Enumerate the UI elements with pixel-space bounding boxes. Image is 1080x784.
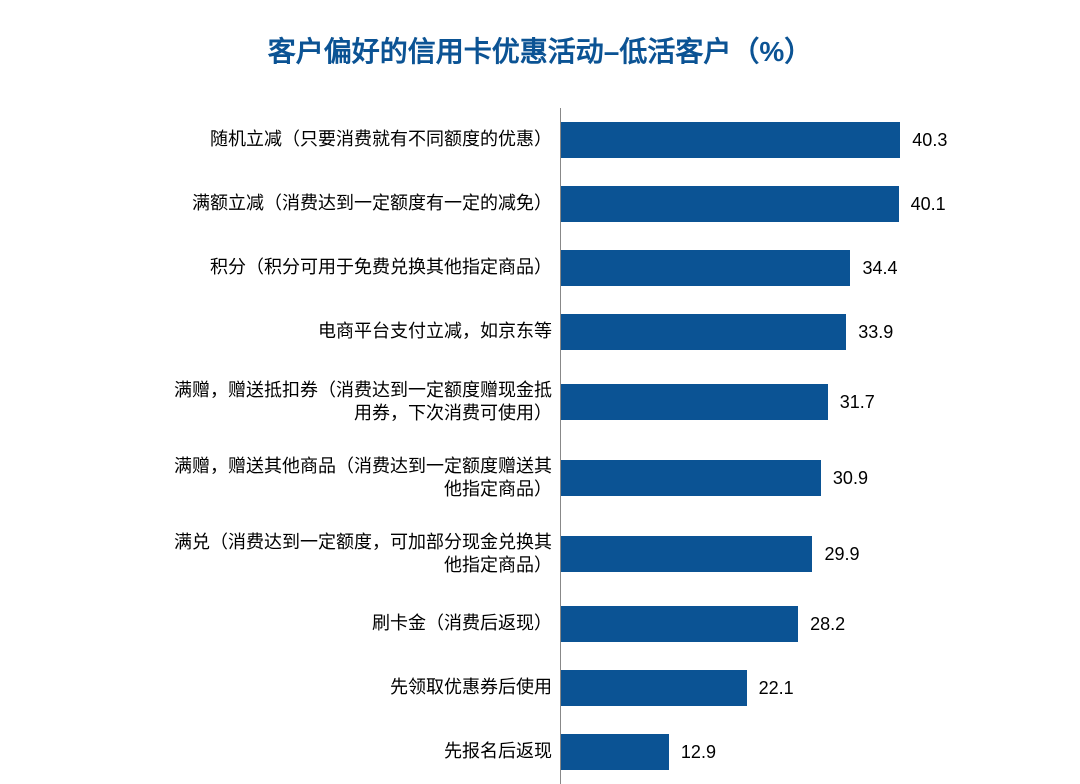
chart-row: 先报名后返现 12.9 — [160, 732, 980, 772]
chart-row: 电商平台支付立减，如京东等 33.9 — [160, 312, 980, 352]
bar-value: 34.4 — [862, 258, 897, 279]
row-label: 满赠，赠送抵扣券（消费达到一定额度赠现金抵用券，下次消费可使用） — [160, 379, 560, 426]
bar-value: 40.3 — [912, 130, 947, 151]
row-label: 随机立减（只要消费就有不同额度的优惠） — [160, 128, 560, 151]
bar-area: 33.9 — [560, 312, 980, 352]
y-axis-segment — [560, 720, 561, 784]
bar — [560, 670, 747, 706]
bar-area: 34.4 — [560, 248, 980, 288]
bar — [560, 606, 798, 642]
bar-value: 22.1 — [759, 678, 794, 699]
y-axis-segment — [560, 172, 561, 236]
bar-area: 28.2 — [560, 604, 980, 644]
chart-title: 客户偏好的信用卡优惠活动–低活客户（%） — [40, 30, 1040, 70]
bar-value: 12.9 — [681, 742, 716, 763]
y-axis-segment — [560, 364, 561, 440]
bar-area: 31.7 — [560, 376, 980, 428]
bar-value: 40.1 — [911, 194, 946, 215]
bar-area: 22.1 — [560, 668, 980, 708]
row-label: 满额立减（消费达到一定额度有一定的减免） — [160, 192, 560, 215]
bar — [560, 536, 812, 572]
chart-container: 客户偏好的信用卡优惠活动–低活客户（%） 随机立减（只要消费就有不同额度的优惠）… — [0, 0, 1080, 773]
y-axis-segment — [560, 516, 561, 592]
bar — [560, 122, 900, 158]
bar — [560, 314, 846, 350]
y-axis-segment — [560, 108, 561, 172]
bar — [560, 250, 850, 286]
chart-row: 随机立减（只要消费就有不同额度的优惠） 40.3 — [160, 120, 980, 160]
chart-row: 满赠，赠送其他商品（消费达到一定额度赠送其他指定商品） 30.9 — [160, 452, 980, 504]
y-axis-segment — [560, 592, 561, 656]
row-label: 电商平台支付立减，如京东等 — [160, 320, 560, 343]
y-axis-segment — [560, 440, 561, 516]
bar-area: 12.9 — [560, 732, 980, 772]
y-axis-segment — [560, 300, 561, 364]
y-axis-segment — [560, 656, 561, 720]
chart-row: 满额立减（消费达到一定额度有一定的减免） 40.1 — [160, 184, 980, 224]
chart-row: 刷卡金（消费后返现） 28.2 — [160, 604, 980, 644]
chart-row: 积分（积分可用于免费兑换其他指定商品） 34.4 — [160, 248, 980, 288]
row-label: 满兑（消费达到一定额度，可加部分现金兑换其他指定商品） — [160, 531, 560, 578]
bar-area: 29.9 — [560, 528, 980, 580]
chart-row: 先领取优惠券后使用 22.1 — [160, 668, 980, 708]
bar-area: 40.3 — [560, 120, 980, 160]
bar — [560, 186, 899, 222]
bar-value: 30.9 — [833, 468, 868, 489]
row-label: 先报名后返现 — [160, 740, 560, 763]
bar — [560, 734, 669, 770]
row-label: 刷卡金（消费后返现） — [160, 612, 560, 635]
bar-value: 33.9 — [858, 322, 893, 343]
row-label: 积分（积分可用于免费兑换其他指定商品） — [160, 256, 560, 279]
bar-value: 31.7 — [840, 392, 875, 413]
row-label: 先领取优惠券后使用 — [160, 676, 560, 699]
chart-body: 随机立减（只要消费就有不同额度的优惠） 40.3 满额立减（消费达到一定额度有一定的… — [160, 120, 980, 772]
bar — [560, 384, 828, 420]
chart-row: 满赠，赠送抵扣券（消费达到一定额度赠现金抵用券，下次消费可使用） 31.7 — [160, 376, 980, 428]
bar-area: 30.9 — [560, 452, 980, 504]
y-axis-segment — [560, 236, 561, 300]
bar-value: 28.2 — [810, 614, 845, 635]
bar-value: 29.9 — [824, 544, 859, 565]
chart-row: 满兑（消费达到一定额度，可加部分现金兑换其他指定商品） 29.9 — [160, 528, 980, 580]
bar-area: 40.1 — [560, 184, 980, 224]
bar — [560, 460, 821, 496]
row-label: 满赠，赠送其他商品（消费达到一定额度赠送其他指定商品） — [160, 455, 560, 502]
